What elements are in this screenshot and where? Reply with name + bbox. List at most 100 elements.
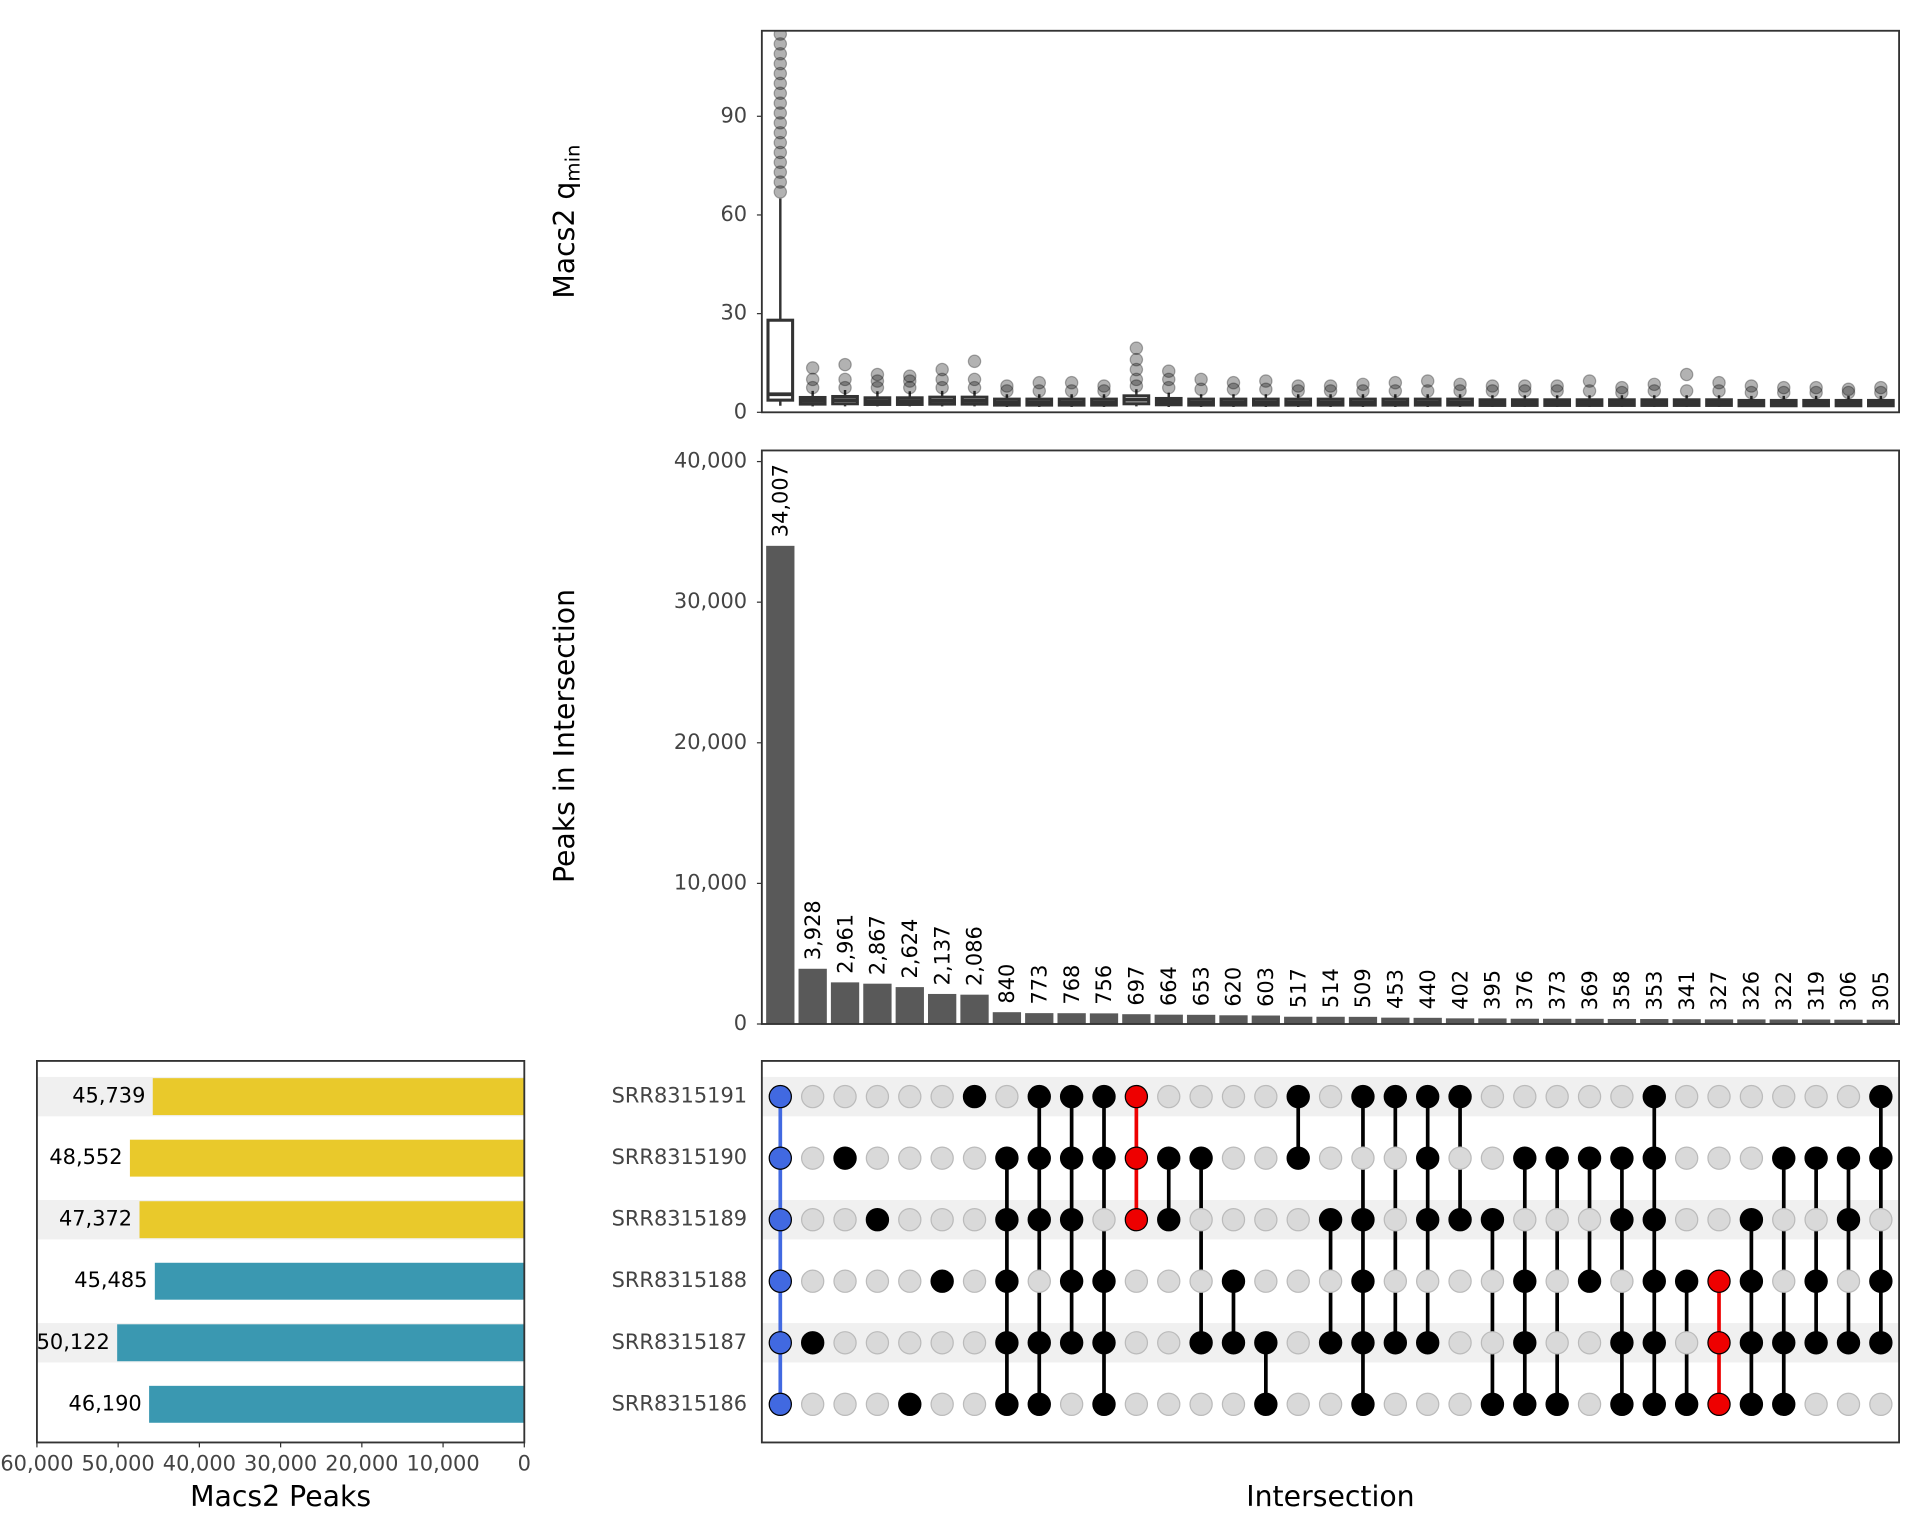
- member-dot: [1869, 1269, 1893, 1293]
- empty-dot: [962, 1392, 987, 1416]
- value-label: 319: [1804, 971, 1828, 1011]
- value-label: 756: [1092, 965, 1116, 1005]
- value-label: 34,007: [769, 464, 793, 537]
- x-axis-title: Macs2 Peaks: [190, 1480, 371, 1513]
- bar: [1769, 1019, 1798, 1024]
- outlier: [773, 116, 788, 130]
- member-dot: [1836, 1331, 1861, 1355]
- value-label: 514: [1319, 968, 1343, 1008]
- empty-dot: [1286, 1269, 1310, 1293]
- outlier: [870, 367, 885, 382]
- member-dot: [962, 1084, 987, 1109]
- bar: [1672, 1019, 1701, 1024]
- empty-dot: [1286, 1208, 1310, 1232]
- set-label: SRR8315187: [612, 1330, 747, 1354]
- member-dot: [1416, 1146, 1440, 1170]
- value-label: 2,624: [898, 919, 922, 979]
- empty-dot: [800, 1146, 825, 1170]
- empty-dot: [1480, 1331, 1505, 1355]
- outlier: [903, 380, 917, 395]
- member-dot: [1059, 1146, 1084, 1170]
- empty-dot: [1772, 1208, 1796, 1232]
- member-dot: [1157, 1208, 1181, 1232]
- value-label: 697: [1125, 966, 1149, 1006]
- y-axis-title-main: Macs2 q: [548, 182, 581, 299]
- member-dot: [1318, 1331, 1343, 1355]
- outlier: [1000, 384, 1014, 398]
- member-dot: [1642, 1208, 1666, 1232]
- member-dot: [1092, 1269, 1116, 1293]
- member-dot: [1610, 1392, 1634, 1416]
- bar: [1413, 1017, 1442, 1024]
- empty-dot: [865, 1392, 890, 1416]
- bar: [960, 994, 989, 1024]
- bar: [1057, 1013, 1086, 1024]
- member-dot: [1383, 1084, 1408, 1109]
- value-label: 306: [1837, 971, 1861, 1011]
- outlier: [935, 380, 949, 395]
- empty-dot: [1124, 1392, 1149, 1416]
- member-dot: [768, 1208, 793, 1232]
- value-label: 305: [1869, 971, 1893, 1011]
- value-label: 376: [1513, 970, 1537, 1010]
- outlier: [1485, 384, 1500, 398]
- member-dot: [1383, 1331, 1408, 1355]
- value-label: 327: [1707, 971, 1731, 1011]
- outlier: [1032, 384, 1047, 398]
- empty-dot: [1124, 1269, 1149, 1293]
- member-dot: [995, 1208, 1019, 1232]
- outlier: [1874, 385, 1888, 400]
- outlier: [773, 47, 788, 61]
- set-bar: [139, 1201, 525, 1239]
- empty-dot: [1610, 1084, 1634, 1109]
- outlier: [773, 30, 788, 41]
- outlier: [1841, 382, 1856, 397]
- empty-dot: [1157, 1084, 1181, 1109]
- member-dot: [1059, 1269, 1084, 1293]
- member-dot: [1480, 1392, 1505, 1416]
- member-dot: [1739, 1392, 1764, 1416]
- outlier: [967, 380, 982, 395]
- empty-dot: [1351, 1146, 1375, 1170]
- empty-dot: [865, 1331, 890, 1355]
- empty-dot: [1092, 1208, 1116, 1232]
- empty-dot: [1739, 1146, 1764, 1170]
- bar: [992, 1012, 1022, 1024]
- outlier: [1064, 384, 1079, 398]
- outlier: [773, 125, 788, 140]
- empty-dot: [800, 1269, 825, 1293]
- empty-dot: [1707, 1146, 1731, 1170]
- empty-dot: [1221, 1392, 1246, 1416]
- empty-dot: [1448, 1392, 1472, 1416]
- outlier: [1161, 372, 1176, 387]
- empty-dot: [1318, 1269, 1343, 1293]
- empty-dot: [930, 1392, 954, 1416]
- box: [766, 318, 795, 402]
- member-dot: [1351, 1392, 1375, 1416]
- empty-dot: [1383, 1392, 1408, 1416]
- outlier: [1259, 382, 1273, 397]
- outlier: [870, 374, 885, 388]
- member-dot: [995, 1146, 1019, 1170]
- member-dot: [1836, 1208, 1861, 1232]
- member-dot: [1513, 1331, 1537, 1355]
- set-bar: [129, 1139, 525, 1177]
- member-dot: [1027, 1392, 1051, 1416]
- member-dot: [1642, 1084, 1666, 1109]
- outlier: [903, 369, 917, 383]
- member-dot: [768, 1392, 793, 1416]
- empty-dot: [1189, 1392, 1213, 1416]
- bar: [1607, 1018, 1637, 1024]
- member-dot: [1221, 1269, 1246, 1293]
- empty-dot: [1448, 1146, 1472, 1170]
- x-tick-label: 50,000: [82, 1452, 155, 1476]
- empty-dot: [930, 1146, 954, 1170]
- value-label: 402: [1448, 970, 1472, 1010]
- member-dot: [1124, 1084, 1149, 1109]
- member-dot: [1157, 1146, 1181, 1170]
- outlier: [1291, 384, 1305, 398]
- outlier: [1679, 367, 1694, 382]
- empty-dot: [1318, 1392, 1343, 1416]
- value-label: 395: [1481, 970, 1505, 1010]
